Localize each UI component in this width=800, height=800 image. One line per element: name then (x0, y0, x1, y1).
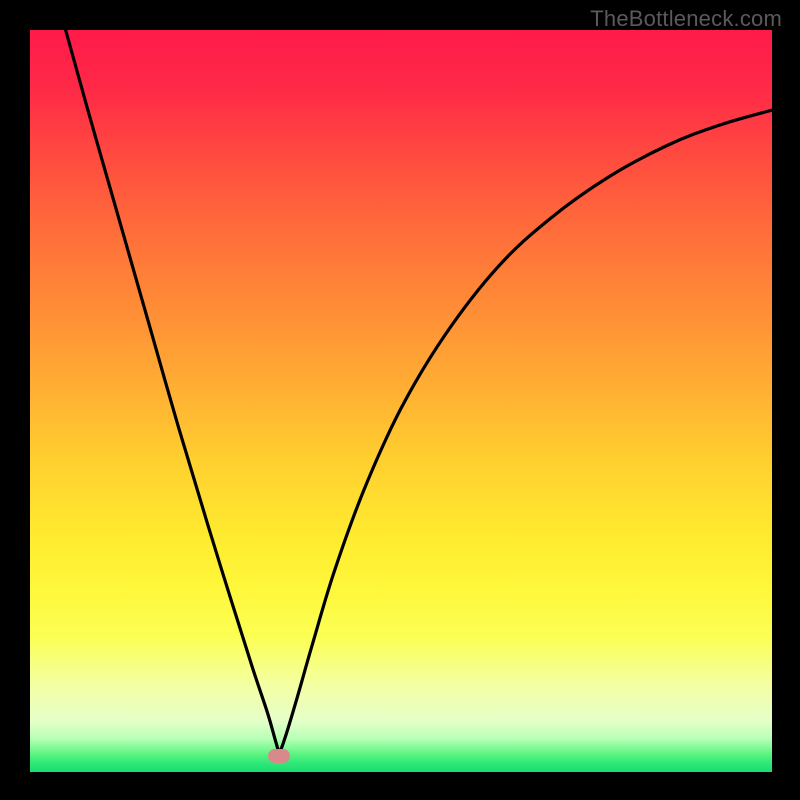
optimum-marker (268, 749, 290, 763)
watermark-text: TheBottleneck.com (590, 6, 782, 32)
bottleneck-curve (30, 30, 772, 772)
bottleneck-chart (30, 30, 772, 772)
